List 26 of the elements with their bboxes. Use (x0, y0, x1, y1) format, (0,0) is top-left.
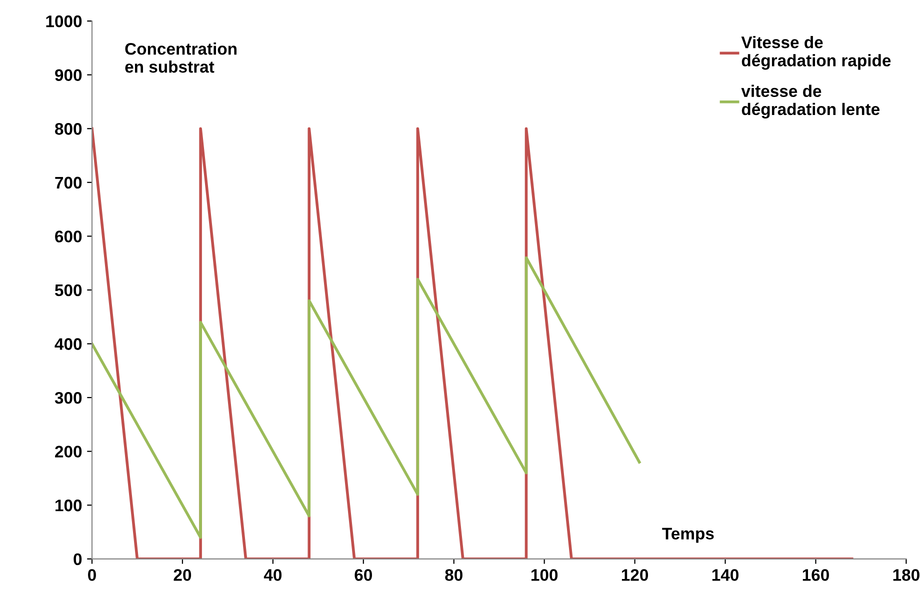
x-tick-label: 60 (354, 569, 372, 581)
y-tick-label: 0 (74, 553, 82, 566)
line-series (92, 256, 641, 539)
y-tick-label: 700 (55, 176, 82, 189)
x-tick-label: 120 (622, 569, 648, 581)
y-tick-label: 100 (56, 500, 82, 512)
x-axis-title: Temps (662, 528, 714, 543)
legend-label: vitesse de dégradation lente (741, 84, 880, 119)
y-tick-label: 400 (54, 338, 82, 350)
x-tick-label: 20 (174, 569, 192, 581)
x-tick-label: 80 (445, 569, 462, 581)
x-tick-label: 180 (893, 569, 920, 581)
x-tick-label: 100 (531, 569, 558, 581)
x-tick-label: 160 (802, 569, 829, 581)
x-tick-label: 0 (88, 569, 96, 581)
y-axis-title: Concentration en substrat (125, 42, 236, 73)
y-tick-label: 900 (55, 69, 82, 82)
x-tick-label: 140 (712, 569, 738, 581)
x-tick-label: 40 (264, 569, 282, 581)
legend-label: Vitesse de dégradation rapide (741, 36, 891, 70)
y-tick-label: 300 (54, 392, 82, 404)
y-tick-label: 500 (54, 284, 82, 296)
y-tick-label: 200 (55, 446, 82, 458)
y-tick-label: 600 (55, 230, 82, 242)
y-tick-label: 800 (55, 123, 82, 135)
y-tick-label: 1000 (46, 15, 82, 28)
